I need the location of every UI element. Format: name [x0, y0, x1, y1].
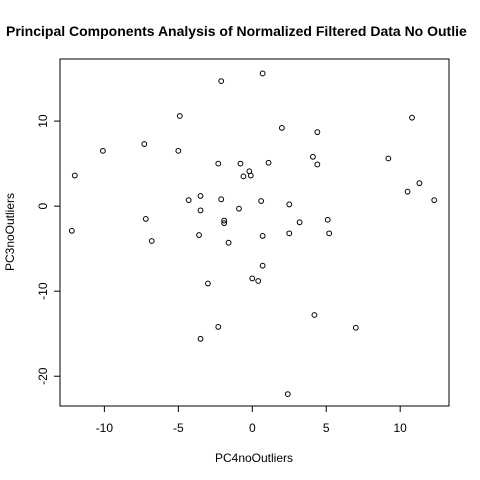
scatter-point — [278, 124, 285, 131]
scatter-point — [265, 159, 272, 166]
chart-title: Principal Components Analysis of Normali… — [6, 23, 467, 39]
scatter-point — [197, 193, 204, 199]
data-points — [68, 70, 438, 397]
x-tick-label: 0 — [249, 421, 256, 435]
y-tick-label: -20 — [36, 367, 50, 385]
scatter-point — [385, 155, 392, 162]
scatter-point — [205, 280, 211, 287]
scatter-point — [258, 198, 265, 204]
scatter-point — [148, 238, 155, 244]
scatter-point — [416, 180, 423, 187]
scatter-point — [99, 147, 106, 154]
scatter-point — [176, 113, 183, 119]
scatter-point — [314, 129, 321, 136]
scatter-point — [237, 160, 244, 167]
scatter-point — [247, 172, 254, 179]
x-tick-label: 5 — [323, 421, 330, 435]
scatter-point — [284, 391, 291, 397]
scatter-point — [196, 232, 202, 238]
scatter-point — [431, 197, 438, 204]
scatter-point — [197, 207, 204, 214]
scatter-point — [141, 141, 148, 147]
x-tick-label: -5 — [173, 421, 184, 435]
scatter-point — [68, 227, 75, 234]
scatter-point — [175, 147, 182, 154]
y-axis: -20 -10 0 10 — [36, 114, 60, 385]
scatter-point — [259, 233, 266, 239]
scatter-point — [296, 219, 303, 226]
scatter-point — [409, 114, 415, 121]
scatter-point — [218, 78, 225, 85]
scatter-point — [310, 153, 316, 160]
scatter-point — [185, 197, 192, 204]
scatter-point — [311, 312, 318, 318]
scatter-point — [259, 70, 266, 77]
scatter-point — [324, 216, 331, 223]
y-tick-label: 10 — [36, 114, 50, 128]
plot-frame — [59, 58, 450, 407]
scatter-point — [215, 160, 222, 167]
scatter-point — [326, 230, 333, 237]
scatter-point — [236, 205, 242, 212]
scatter-point — [225, 239, 232, 246]
scatter-point — [249, 275, 256, 282]
x-axis-label: PC4noOutliers — [215, 451, 293, 465]
scatter-point — [259, 262, 266, 269]
scatter-point — [215, 324, 222, 330]
x-axis: -10 -5 0 5 10 — [96, 406, 407, 435]
scatter-point — [197, 335, 204, 342]
scatter-point — [221, 217, 228, 224]
scatter-point — [71, 172, 78, 179]
scatter-point — [142, 215, 149, 222]
scatter-point — [314, 161, 321, 168]
scatter-point — [404, 188, 411, 195]
scatter-point — [286, 230, 293, 237]
scatter-point — [221, 220, 228, 227]
x-tick-label: -10 — [96, 421, 114, 435]
scatter-point — [255, 278, 262, 284]
scatter-point — [286, 201, 293, 208]
scatter-point — [352, 324, 359, 331]
x-tick-label: 10 — [394, 421, 408, 435]
y-tick-label: 0 — [36, 202, 50, 209]
y-tick-label: -10 — [36, 282, 50, 300]
scatter-point — [218, 196, 225, 203]
scatter-point — [240, 173, 247, 180]
y-axis-label: PC3noOutliers — [3, 193, 17, 271]
